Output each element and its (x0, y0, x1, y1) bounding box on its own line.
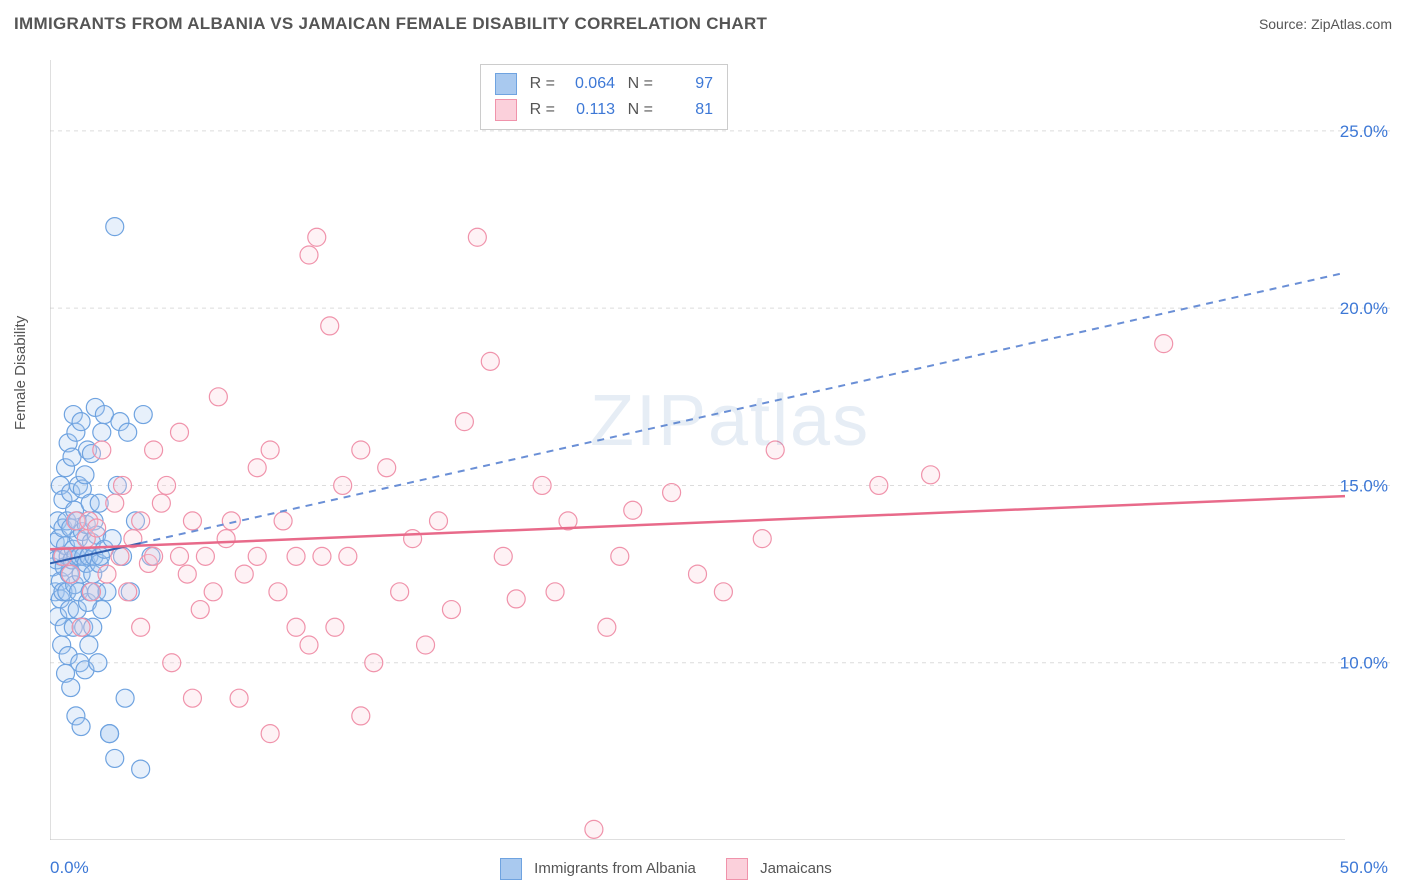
plot-area: 10.0% 15.0% 20.0% 25.0% (50, 60, 1390, 840)
series-legend: Immigrants from Albania Jamaicans (500, 858, 832, 880)
n-value-albania: 97 (661, 75, 713, 93)
svg-text:25.0%: 25.0% (1340, 122, 1388, 141)
n-value-jamaicans: 81 (661, 101, 713, 119)
chart-header: IMMIGRANTS FROM ALBANIA VS JAMAICAN FEMA… (14, 14, 1392, 34)
r-label: R = (525, 101, 555, 119)
legend-item-albania: Immigrants from Albania (500, 858, 696, 880)
legend-item-jamaicans: Jamaicans (726, 858, 832, 880)
y-axis-label: Female Disability (12, 316, 29, 430)
chart-title: IMMIGRANTS FROM ALBANIA VS JAMAICAN FEMA… (14, 14, 767, 34)
chart-source: Source: ZipAtlas.com (1259, 16, 1392, 32)
legend-label: Immigrants from Albania (534, 860, 696, 877)
x-axis-tick-label-max: 50.0% (1340, 858, 1388, 878)
legend-swatch-albania (495, 73, 517, 95)
svg-text:20.0%: 20.0% (1340, 299, 1388, 318)
legend-swatch-icon (500, 858, 522, 880)
legend-swatch-icon (726, 858, 748, 880)
legend-row-jamaicans: R = 0.113 N = 81 (495, 97, 713, 123)
legend-swatch-jamaicans (495, 99, 517, 121)
correlation-legend: R = 0.064 N = 97 R = 0.113 N = 81 (480, 64, 728, 130)
legend-label: Jamaicans (760, 860, 832, 877)
r-label: R = (525, 75, 555, 93)
legend-row-albania: R = 0.064 N = 97 (495, 71, 713, 97)
x-axis-tick-label-min: 0.0% (50, 858, 89, 878)
scatter-svg: 10.0% 15.0% 20.0% 25.0% (50, 60, 1390, 840)
svg-text:15.0%: 15.0% (1340, 476, 1388, 495)
r-value-jamaicans: 0.113 (563, 101, 615, 119)
n-label: N = (623, 101, 653, 119)
svg-text:10.0%: 10.0% (1340, 654, 1388, 673)
n-label: N = (623, 75, 653, 93)
r-value-albania: 0.064 (563, 75, 615, 93)
